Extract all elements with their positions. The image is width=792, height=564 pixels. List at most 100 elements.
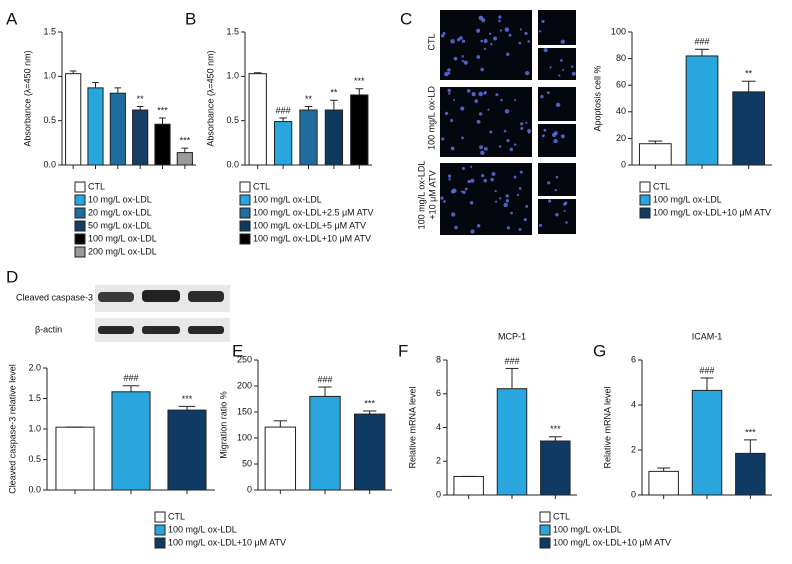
nucleus	[527, 131, 531, 134]
nucleus	[571, 71, 576, 76]
significance-label: ***	[550, 424, 561, 434]
error-bar	[122, 385, 140, 392]
nucleus	[503, 202, 508, 208]
nucleus	[541, 19, 545, 24]
nucleus	[490, 177, 494, 182]
y-tick-label: 0.0	[43, 159, 56, 169]
nucleus	[481, 18, 486, 23]
nucleus	[518, 41, 522, 45]
error-bar	[181, 147, 189, 153]
microscopy-images	[440, 10, 576, 235]
legend-label: 100 mg/L ox-LDL	[553, 524, 622, 534]
nucleus	[543, 128, 547, 132]
y-tick-label: 0	[621, 159, 626, 169]
nucleus	[548, 199, 552, 203]
nucleus	[504, 27, 510, 32]
legend-label: 100 mg/L ox-LDL	[653, 194, 722, 204]
nucleus	[509, 147, 513, 152]
nucleus	[483, 91, 487, 95]
nucleus	[466, 89, 471, 93]
nucleus	[540, 95, 544, 99]
nucleus	[461, 167, 465, 170]
nucleus	[474, 99, 479, 103]
y-tick-label: 2	[436, 456, 441, 466]
y-axis-label: Relative mRNA level	[407, 386, 417, 468]
error-bar	[136, 105, 144, 111]
nucleus	[462, 190, 466, 195]
significance-label: ***	[180, 136, 191, 146]
legend-label: CTL	[88, 181, 105, 191]
y-tick-label: 6	[436, 388, 441, 398]
significance-label: ***	[354, 76, 365, 86]
nucleus	[498, 15, 502, 19]
blot-label: Cleaved caspase-3	[16, 292, 93, 302]
legend-label: 20 mg/L ox-LDL	[88, 207, 152, 217]
bar	[176, 152, 193, 166]
nucleus	[500, 98, 503, 102]
y-tick-label: 1.0	[43, 71, 56, 81]
significance-label: ###	[123, 373, 138, 383]
legend-swatch	[74, 207, 86, 219]
bar	[264, 426, 297, 491]
legend-swatch	[539, 511, 551, 523]
bar	[648, 470, 679, 496]
error-bar	[159, 117, 166, 125]
y-axis-label: Cleaved caspase-3 relative level	[7, 364, 17, 494]
bar	[154, 123, 171, 166]
nucleus	[519, 170, 523, 174]
nucleus	[440, 196, 444, 200]
nucleus	[513, 175, 517, 179]
nucleus	[506, 52, 510, 56]
nucleus	[476, 55, 481, 59]
nucleus	[469, 201, 474, 205]
y-tick-label: 80	[616, 53, 626, 63]
bar	[111, 391, 151, 491]
nucleus	[523, 218, 527, 222]
image-tile	[538, 199, 576, 234]
legend-label: CTL	[168, 511, 185, 521]
y-tick-label: 0	[247, 484, 252, 494]
nucleus	[498, 145, 502, 148]
significance-label: ###	[504, 356, 519, 366]
nucleus	[480, 150, 485, 155]
bar	[109, 92, 126, 166]
bar	[691, 389, 723, 496]
nucleus	[480, 39, 484, 43]
legend-label: 100 mg/L ox-LDL	[253, 194, 322, 204]
nucleus	[555, 213, 559, 217]
y-tick-label: 60	[616, 80, 626, 90]
nucleus	[450, 146, 455, 151]
y-axis-label: Absorbance (λ=450 nm)	[205, 50, 215, 146]
nucleus	[493, 36, 498, 41]
legend-swatch	[639, 181, 651, 193]
nucleus	[450, 39, 455, 44]
chart-title: ICAM-1	[692, 331, 723, 341]
nucleus	[488, 32, 492, 36]
blot-label: β-actin	[35, 324, 62, 334]
error-bar	[253, 72, 262, 74]
legend-swatch	[154, 511, 166, 523]
nucleus	[514, 99, 517, 102]
nucleus	[476, 119, 481, 124]
y-tick-label: 0.0	[226, 159, 239, 169]
nucleus	[461, 39, 466, 43]
legend-label: 100 mg/L ox-LDL	[88, 233, 157, 243]
nucleus	[447, 174, 452, 178]
chart-title: MCP-1	[498, 331, 526, 341]
legend-label: 100 mg/L ox-LDL+10 μM ATV	[253, 233, 371, 243]
significance-label: ***	[745, 427, 756, 437]
error-bar	[355, 88, 364, 95]
error-bar	[548, 436, 562, 441]
legend-label: 200 mg/L ox-LDL	[88, 246, 157, 256]
image-row-label: 100 mg/L ox-LDL	[416, 161, 426, 230]
nucleus	[448, 92, 451, 95]
error-bar	[741, 80, 756, 92]
nucleus	[454, 225, 458, 230]
y-tick-label: 0.0	[28, 484, 41, 494]
legend-label: 100 mg/L ox-LDL+10 μM ATV	[653, 207, 771, 217]
legend-swatch	[239, 207, 251, 219]
nucleus	[504, 109, 510, 114]
nucleus	[558, 74, 561, 77]
y-tick-label: 4	[436, 422, 441, 432]
